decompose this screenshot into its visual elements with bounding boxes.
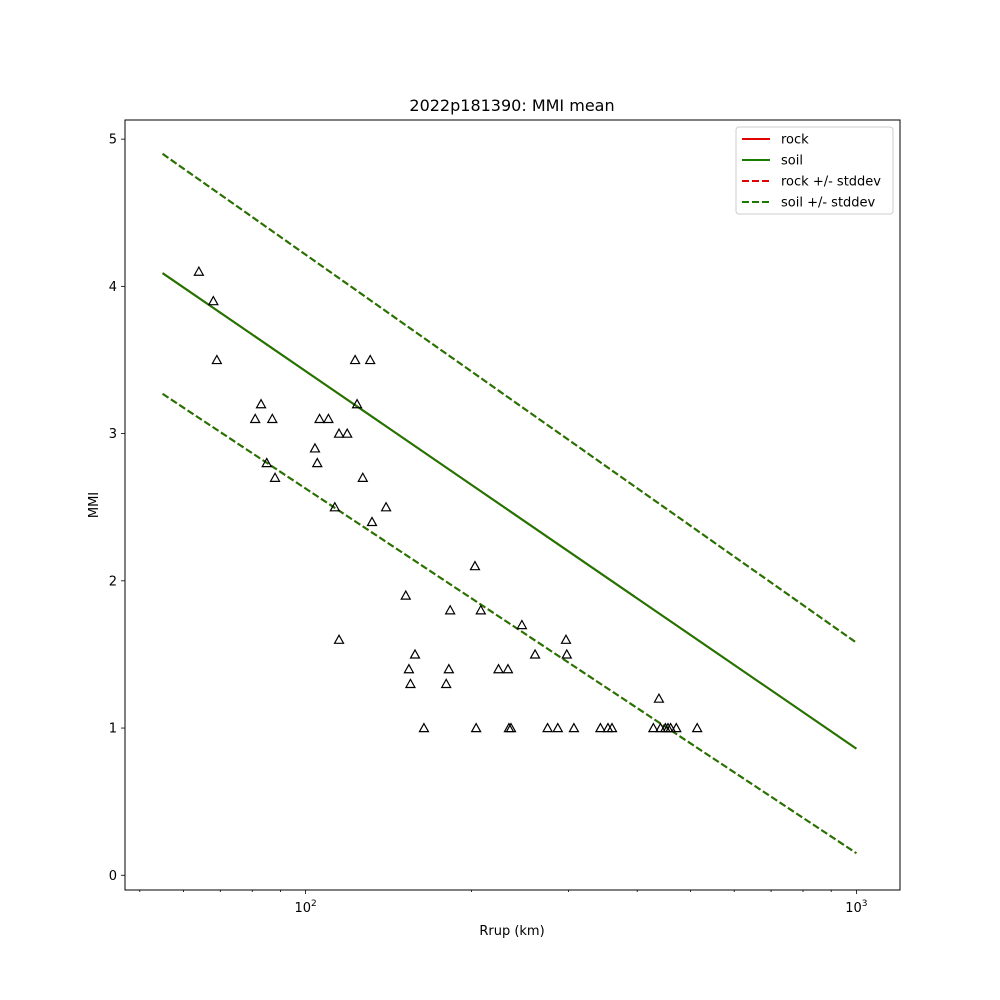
data-point: [469, 560, 481, 571]
data-point: [529, 648, 541, 659]
data-point: [261, 457, 273, 468]
chart-title: 2022p181390: MMI mean: [409, 96, 614, 115]
data-point: [341, 427, 353, 438]
legend: rock soil rock +/- stddev soil +/- stddev: [735, 126, 894, 215]
x-axis-label: Rrup (km): [479, 924, 544, 939]
x-tick-label: 103: [845, 899, 867, 916]
data-point: [505, 722, 517, 733]
data-point: [211, 354, 223, 365]
x-tick-label: 102: [294, 899, 316, 916]
data-point: [568, 722, 580, 733]
data-point: [333, 633, 345, 644]
data-point: [403, 663, 415, 674]
data-point: [311, 457, 323, 468]
data-point: [314, 413, 326, 424]
data-point: [665, 722, 677, 733]
data-point: [542, 722, 554, 733]
y-tick-label: 4: [109, 280, 117, 295]
data-point: [653, 692, 665, 703]
legend-label-rock-stddev: rock +/- stddev: [781, 175, 881, 190]
data-point: [560, 633, 572, 644]
data-point: [380, 501, 392, 512]
data-point: [269, 472, 281, 482]
data-point: [309, 442, 321, 453]
legend-label-soil-stddev: soil +/- stddev: [781, 196, 876, 211]
legend-label-soil: soil: [781, 154, 803, 169]
y-axis-label: MMI: [87, 492, 102, 518]
y-tick-label: 1: [109, 722, 117, 737]
data-point: [492, 663, 505, 674]
legend-label-rock: rock: [781, 133, 809, 148]
data-point: [594, 722, 606, 733]
data-point: [670, 722, 682, 733]
data-point: [357, 472, 369, 482]
data-point: [475, 604, 487, 615]
plot-frame: [124, 119, 901, 891]
data-point: [249, 413, 261, 424]
soil-stddev-lower-line: [162, 393, 857, 855]
data-point: [409, 648, 421, 659]
data-point: [470, 722, 482, 733]
data-point: [552, 722, 564, 733]
data-point: [333, 427, 345, 438]
data-point: [266, 413, 278, 424]
data-point: [516, 619, 528, 630]
data-point: [366, 516, 378, 527]
plot-lines: [162, 153, 857, 855]
x-axis: 102 103: [139, 890, 868, 916]
data-point: [502, 663, 514, 674]
data-point: [647, 722, 659, 733]
data-point: [440, 678, 452, 689]
y-tick-label: 0: [109, 869, 117, 884]
data-point: [349, 354, 361, 365]
data-point: [606, 722, 618, 733]
data-point: [418, 722, 430, 733]
plot-points: [193, 265, 703, 733]
data-point: [444, 604, 456, 615]
data-point: [255, 398, 267, 409]
data-point: [351, 398, 363, 409]
data-point: [404, 678, 416, 689]
y-tick-label: 2: [109, 574, 117, 589]
legend-box: [735, 126, 894, 215]
data-point: [207, 295, 219, 306]
data-point: [561, 648, 573, 659]
data-point: [400, 589, 412, 600]
soil-line: [162, 272, 857, 750]
y-axis: 0 1 2 3 4 5: [109, 133, 125, 884]
y-tick-label: 3: [109, 427, 117, 442]
soil-stddev-upper-line: [162, 153, 857, 644]
data-point: [443, 663, 455, 674]
data-point: [322, 413, 334, 424]
data-point: [193, 265, 205, 276]
data-point: [329, 501, 341, 512]
data-point: [691, 722, 703, 733]
y-tick-label: 5: [109, 133, 117, 148]
data-point: [364, 354, 376, 365]
